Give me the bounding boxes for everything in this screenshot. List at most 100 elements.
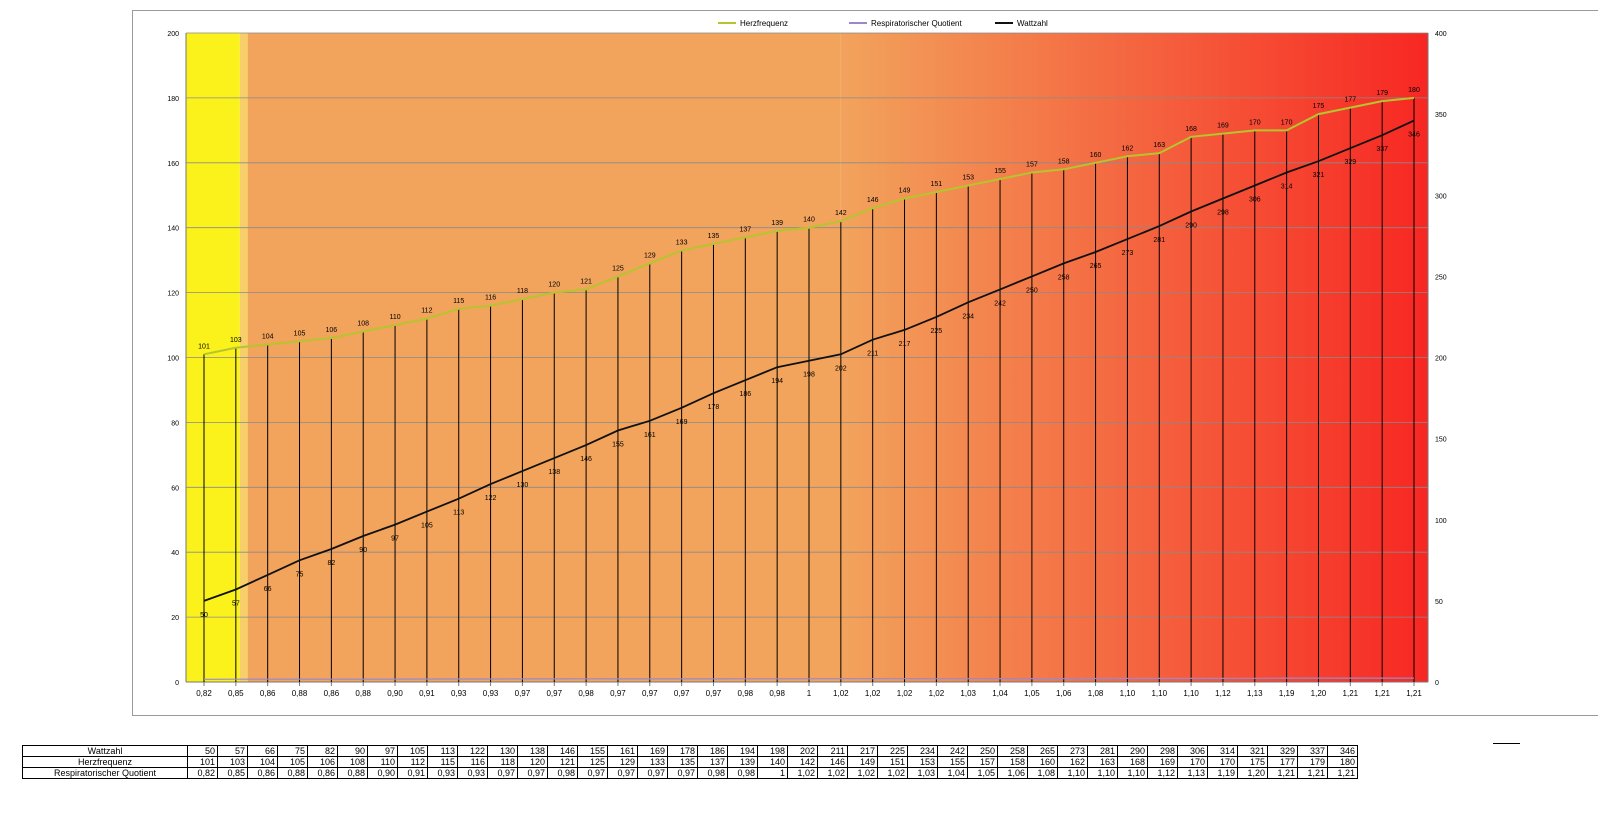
- table-cell: 321: [1237, 745, 1268, 757]
- data-label-herzfrequenz: 125: [612, 265, 624, 272]
- data-label-wattzahl: 337: [1376, 146, 1388, 153]
- table-cell: 0,97: [487, 767, 518, 779]
- data-label-herzfrequenz: 142: [835, 210, 847, 217]
- data-label-herzfrequenz: 177: [1344, 97, 1356, 104]
- x-tick-label: 1,04: [992, 689, 1008, 698]
- table-row-label: Respiratorischer Quotient: [22, 767, 188, 779]
- x-tick-label: 0,90: [387, 689, 403, 698]
- data-label-herzfrequenz: 135: [708, 233, 720, 240]
- table-cell: 0,97: [607, 767, 638, 779]
- table-cell: 104: [247, 756, 278, 768]
- data-label-herzfrequenz: 129: [644, 252, 656, 259]
- data-label-herzfrequenz: 121: [580, 278, 592, 285]
- y-left-tick-label: 80: [171, 420, 179, 427]
- data-label-herzfrequenz: 170: [1249, 119, 1261, 126]
- table-cell: 170: [1207, 756, 1238, 768]
- table-cell: 101: [187, 756, 218, 768]
- table-cell: 155: [937, 756, 968, 768]
- table-cell: 1,21: [1297, 767, 1328, 779]
- y-right-tick-label: 350: [1435, 112, 1447, 119]
- table-cell: 163: [1087, 756, 1118, 768]
- data-label-wattzahl: 250: [1026, 287, 1038, 294]
- x-tick-label: 0,86: [260, 689, 276, 698]
- line-chart: 0204060801001201401601802000501001502002…: [167, 19, 1447, 698]
- table-cell: 135: [667, 756, 698, 768]
- y-left-tick-label: 180: [167, 96, 179, 103]
- x-tick-label: 1,21: [1343, 689, 1359, 698]
- table-cell: 105: [397, 745, 428, 757]
- data-label-herzfrequenz: 108: [357, 321, 369, 328]
- y-right-tick-label: 150: [1435, 437, 1447, 444]
- x-tick-label: 1,02: [833, 689, 849, 698]
- table-cell: 153: [907, 756, 938, 768]
- series-line-respiratorischer-quotient: [203, 677, 1414, 680]
- table-cell: 110: [367, 756, 398, 768]
- data-label-wattzahl: 105: [421, 523, 433, 530]
- data-label-herzfrequenz: 170: [1281, 119, 1293, 126]
- table-cell: 1,10: [1057, 767, 1088, 779]
- data-label-herzfrequenz: 112: [421, 308, 432, 315]
- data-label-wattzahl: 66: [264, 586, 272, 593]
- data-label-wattzahl: 281: [1153, 237, 1165, 244]
- table-cell: 162: [1057, 756, 1088, 768]
- x-tick-label: 0,97: [515, 689, 531, 698]
- table-cell: 0,97: [517, 767, 548, 779]
- data-label-wattzahl: 161: [644, 432, 656, 439]
- table-cell: 1,05: [967, 767, 998, 779]
- table-cell: 103: [217, 756, 248, 768]
- table-cell: 168: [1117, 756, 1148, 768]
- data-label-wattzahl: 265: [1090, 263, 1102, 270]
- x-tick-label: 0,97: [610, 689, 626, 698]
- x-tick-label: 1,21: [1406, 689, 1422, 698]
- x-tick-label: 1,02: [897, 689, 913, 698]
- y-left-tick-label: 120: [167, 291, 179, 298]
- x-tick-label: 0,97: [546, 689, 562, 698]
- x-tick-label: 0,91: [419, 689, 435, 698]
- y-right-tick-label: 50: [1435, 599, 1443, 606]
- x-tick-label: 1,20: [1311, 689, 1327, 698]
- table-cell: 0,98: [727, 767, 758, 779]
- data-label-herzfrequenz: 168: [1185, 126, 1197, 133]
- x-tick-label: 1: [807, 689, 812, 698]
- data-table-body: Wattzahl 50 57 66 75 82 90 97 105 113 122 130 138 146…: [22, 745, 1358, 779]
- data-label-wattzahl: 273: [1122, 250, 1134, 257]
- table-cell: 1,20: [1237, 767, 1268, 779]
- data-label-wattzahl: 298: [1217, 209, 1229, 216]
- table-cell: 146: [547, 745, 578, 757]
- data-label-herzfrequenz: 149: [899, 187, 911, 194]
- divider-line: [1493, 743, 1520, 744]
- table-cell: 112: [397, 756, 428, 768]
- table-cell: 0,93: [457, 767, 488, 779]
- data-label-wattzahl: 202: [835, 365, 847, 372]
- y-right-tick-label: 0: [1435, 680, 1439, 687]
- data-label-wattzahl: 178: [708, 404, 720, 411]
- table-cell: 50: [187, 745, 218, 757]
- table-cell: 108: [337, 756, 368, 768]
- data-label-wattzahl: 198: [803, 372, 815, 379]
- table-cell: 194: [727, 745, 758, 757]
- x-tick-label: 0,93: [483, 689, 499, 698]
- table-row-label: Wattzahl: [22, 745, 188, 757]
- table-cell: 133: [637, 756, 668, 768]
- table-cell: 329: [1267, 745, 1298, 757]
- table-row: Herzfrequenz 101 103 104 105 106 108 110 112 115 1…: [22, 756, 1358, 768]
- data-label-herzfrequenz: 153: [962, 175, 974, 182]
- data-label-wattzahl: 211: [867, 351, 878, 358]
- data-label-wattzahl: 186: [739, 391, 751, 398]
- table-cell: 1,02: [847, 767, 878, 779]
- table-cell: 151: [877, 756, 908, 768]
- y-left-tick-label: 0: [175, 680, 179, 687]
- data-label-herzfrequenz: 115: [453, 298, 464, 305]
- x-tick-label: 1,08: [1088, 689, 1104, 698]
- data-label-herzfrequenz: 160: [1090, 152, 1102, 159]
- table-cell: 1,02: [817, 767, 848, 779]
- data-label-wattzahl: 113: [453, 510, 464, 517]
- table-cell: 105: [277, 756, 308, 768]
- x-tick-label: 1,06: [1056, 689, 1072, 698]
- table-cell: 177: [1267, 756, 1298, 768]
- table-cell: 75: [277, 745, 308, 757]
- table-cell: 0,97: [577, 767, 608, 779]
- table-cell: 116: [457, 756, 488, 768]
- y-left-tick-label: 20: [171, 615, 179, 622]
- x-tick-label: 1,10: [1151, 689, 1167, 698]
